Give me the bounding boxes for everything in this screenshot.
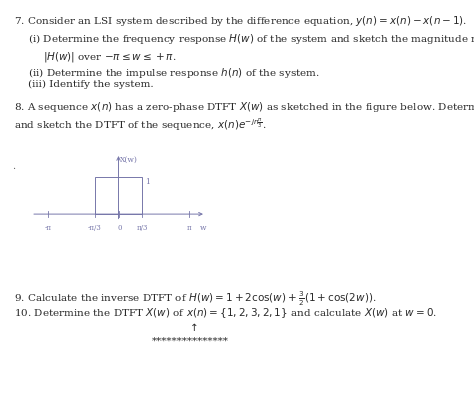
Text: π/3: π/3 [137, 224, 148, 232]
Text: -π/3: -π/3 [88, 224, 102, 232]
Text: 8. A sequence $x(n)$ has a zero-phase DTFT $X(w)$ as sketched in the figure belo: 8. A sequence $x(n)$ has a zero-phase DT… [14, 100, 474, 114]
Text: 10. Determine the DTFT $X(w)$ of $x(n) = \{1, 2, 3, 2, 1\}$ and calculate $X(w)$: 10. Determine the DTFT $X(w)$ of $x(n) =… [14, 306, 437, 320]
Text: (ii) Determine the impulse response $h(n)$ of the system.: (ii) Determine the impulse response $h(n… [28, 66, 320, 80]
Text: ***************: *************** [152, 337, 228, 346]
Text: 0: 0 [118, 224, 122, 232]
Text: -π: -π [44, 224, 51, 232]
Text: π: π [187, 224, 191, 232]
Text: and sketch the DTFT of the sequence, $x(n)e^{-jn\frac{\pi}{3}}$.: and sketch the DTFT of the sequence, $x(… [14, 117, 267, 133]
Bar [95, 177, 142, 214]
Text: .: . [12, 162, 15, 171]
Text: (iii) Identify the system.: (iii) Identify the system. [28, 80, 154, 90]
Text: $|H(w)|$ over $-\pi \leq w \leq +\pi$.: $|H(w)|$ over $-\pi \leq w \leq +\pi$. [43, 49, 176, 64]
Text: (i) Determine the frequency response $H(w)$ of the system and sketch the magnitu: (i) Determine the frequency response $H(… [28, 32, 474, 46]
Text: X(w): X(w) [120, 156, 138, 164]
Text: 7. Consider an LSI system described by the difference equation, $y(n) = x(n) - x: 7. Consider an LSI system described by t… [14, 14, 467, 28]
Text: $\uparrow$: $\uparrow$ [187, 321, 198, 333]
Text: 1: 1 [146, 178, 150, 186]
Text: 9. Calculate the inverse DTFT of $H(w) = 1 + 2\cos(w) + \frac{3}{2}(1 + \cos(2w): 9. Calculate the inverse DTFT of $H(w) =… [14, 290, 377, 308]
Text: w: w [200, 224, 206, 232]
